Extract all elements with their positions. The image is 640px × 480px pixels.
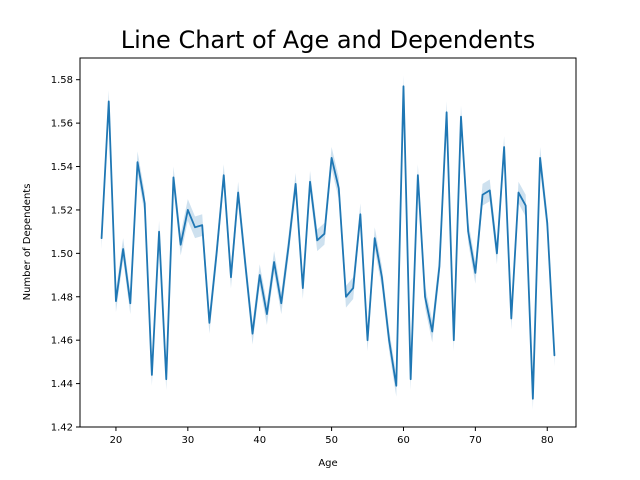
y-tick-label: 1.50 bbox=[51, 249, 73, 260]
y-tick-label: 1.48 bbox=[51, 292, 73, 303]
y-tick-label: 1.56 bbox=[51, 119, 73, 130]
y-tick-label: 1.42 bbox=[51, 423, 73, 434]
series-line bbox=[100, 85, 556, 400]
y-tick-label: 1.44 bbox=[51, 379, 73, 390]
x-tick-label: 70 bbox=[469, 435, 482, 446]
axes: 20 30 40 50 60 70 80 1.42 1.44 1.46 1.48 1.50 1.52 1.… bbox=[51, 57, 577, 446]
chart-title: Line Chart of Age and Dependents bbox=[121, 26, 535, 54]
x-axis-label: Age bbox=[318, 458, 337, 469]
x-tick-label: 60 bbox=[397, 435, 410, 446]
x-tick-label: 20 bbox=[110, 435, 123, 446]
y-tick-label: 1.46 bbox=[51, 336, 73, 347]
plot-frame bbox=[79, 57, 577, 428]
x-tick-label: 40 bbox=[253, 435, 266, 446]
x-tick-label: 30 bbox=[181, 435, 194, 446]
series-line-layer bbox=[100, 85, 556, 400]
y-tick-label: 1.58 bbox=[51, 75, 73, 86]
x-tick-label: 80 bbox=[541, 435, 554, 446]
y-tick-label: 1.52 bbox=[51, 205, 73, 216]
x-tick-label: 50 bbox=[325, 435, 338, 446]
y-tick-label: 1.54 bbox=[51, 162, 73, 173]
y-axis-label: Number of Dependents bbox=[22, 184, 33, 301]
